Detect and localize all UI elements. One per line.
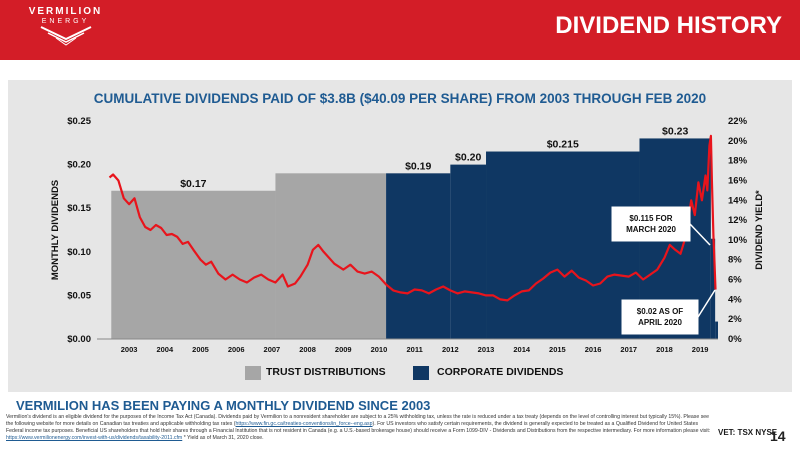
bar-value-label: $0.17: [180, 178, 206, 190]
x-tick-label: 2018: [656, 345, 673, 354]
x-tick-label: 2003: [121, 345, 138, 354]
y2-tick-label: 22%: [728, 116, 748, 127]
y2-tick-label: 12%: [728, 215, 748, 226]
bar-corporate-0: [386, 173, 451, 339]
x-tick-label: 2007: [264, 345, 281, 354]
y2-axis-title: DIVIDEND YIELD*: [754, 190, 765, 270]
page-number: 14: [770, 428, 786, 444]
y-tick-label: $0.05: [67, 290, 91, 301]
logo-name: VERMILION: [28, 6, 103, 17]
bar-corporate-5: [715, 321, 718, 339]
y2-tick-label: 6%: [728, 275, 742, 286]
annotation-text: APRIL 2020: [638, 318, 682, 327]
legend-corporate: CORPORATE DIVIDENDS: [437, 366, 564, 378]
x-tick-label: 2019: [692, 345, 709, 354]
x-tick-label: 2017: [620, 345, 637, 354]
x-tick-label: 2008: [299, 345, 316, 354]
x-tick-label: 2011: [406, 345, 422, 354]
y2-tick-label: 8%: [728, 255, 742, 266]
annotation-box: [611, 206, 691, 242]
bar-corporate-2: [486, 151, 640, 339]
bar-corporate-1: [450, 164, 487, 339]
x-tick-label: 2016: [585, 345, 602, 354]
y2-tick-label: 20%: [728, 136, 748, 147]
y2-tick-label: 16%: [728, 175, 748, 186]
x-tick-label: 2010: [371, 345, 388, 354]
x-tick-label: 2009: [335, 345, 352, 354]
logo-sub: ENERGY: [41, 18, 90, 25]
logo-chevron-icon: [40, 26, 91, 46]
bar-corporate-4: [710, 238, 716, 339]
x-tick-label: 2006: [228, 345, 245, 354]
bar-trust-1: [275, 173, 387, 339]
bar-value-label: $0.20: [455, 152, 481, 164]
x-tick-label: 2012: [442, 345, 459, 354]
header-bar: VERMILION ENERGY DIVIDEND HISTORY: [0, 0, 800, 60]
y-tick-label: $0.20: [67, 160, 91, 171]
annotation-text: $0.02 AS OF: [637, 307, 684, 316]
footnote-text-b: ). For US investors who satisfy certain …: [6, 421, 711, 434]
exchange-listing: VET: TSX NYSE: [718, 428, 778, 437]
x-tick-label: 2013: [478, 345, 495, 354]
footnote-text-c: * Yield as of March 31, 2020 close.: [182, 435, 264, 441]
y2-tick-label: 2%: [728, 314, 742, 325]
x-tick-label: 2004: [156, 345, 174, 354]
bar-value-label: $0.19: [405, 160, 431, 172]
legend-swatch-trust: [245, 366, 261, 380]
y2-tick-label: 4%: [728, 294, 742, 305]
bottom-heading: VERMILION HAS BEEN PAYING A MONTHLY DIVI…: [16, 398, 431, 413]
x-tick-label: 2005: [192, 345, 209, 354]
dividend-yield-line: [108, 134, 717, 302]
y2-tick-label: 0%: [728, 334, 742, 345]
chart-title: CUMULATIVE DIVIDENDS PAID OF $3.8B ($40.…: [93, 91, 707, 106]
annotation-text: MARCH 2020: [626, 225, 676, 234]
annotation-pointer: [689, 223, 711, 246]
x-tick-label: 2015: [549, 345, 566, 354]
footnote: Vermilion's dividend is an eligible divi…: [6, 414, 716, 442]
annotation-text: $0.115 FOR: [629, 214, 672, 223]
y-tick-label: $0.15: [67, 203, 91, 214]
footnote-link-taxability[interactable]: https://www.vermilionenergy.com/invest-w…: [6, 435, 183, 441]
y-axis-title: MONTHLY DIVIDENDS: [50, 180, 61, 280]
annotation-pointer: [697, 289, 716, 318]
x-tick-label: 2014: [513, 345, 531, 354]
footnote-text-a: Vermilion's dividend is an eligible divi…: [6, 414, 710, 427]
y2-tick-label: 10%: [728, 235, 748, 246]
y-tick-label: $0.00: [67, 334, 91, 345]
legend-swatch-corporate: [413, 366, 429, 380]
page-title: DIVIDEND HISTORY: [555, 12, 782, 39]
y2-tick-label: 14%: [728, 195, 748, 206]
legend-trust: TRUST DISTRIBUTIONS: [266, 366, 386, 378]
y-tick-label: $0.25: [67, 116, 91, 127]
bar-value-label: $0.23: [662, 125, 688, 137]
bar-value-label: $0.215: [547, 139, 579, 151]
company-logo: VERMILION ENERGY: [18, 6, 113, 56]
bar-trust-0: [111, 190, 276, 339]
annotation-box: [621, 299, 699, 335]
footnote-link-treaties[interactable]: https://www.fin.gc.ca/treaties-conventio…: [235, 421, 373, 427]
y2-tick-label: 18%: [728, 156, 748, 167]
y-tick-label: $0.10: [67, 247, 91, 258]
